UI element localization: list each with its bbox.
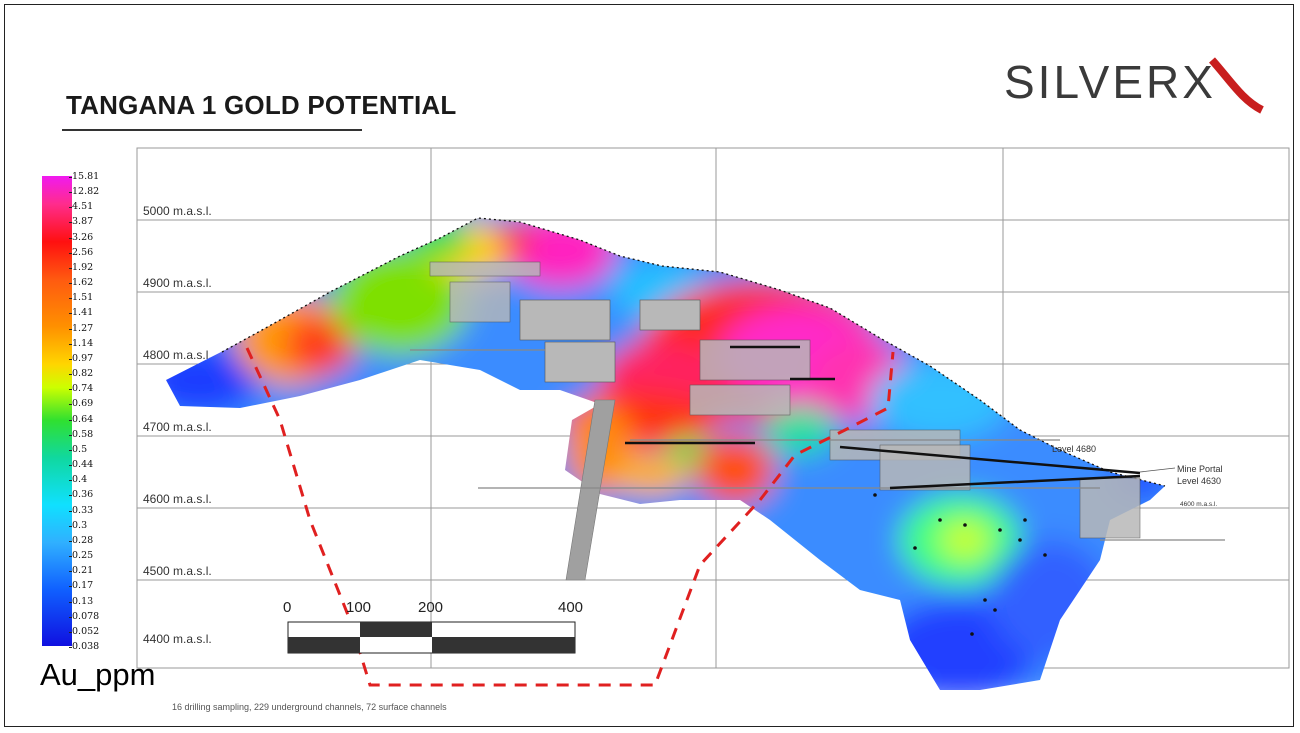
elevation-label: 4700 m.a.s.l. bbox=[143, 420, 212, 434]
logo-text: SILVERX bbox=[1004, 56, 1216, 108]
scale-label: 400 bbox=[558, 599, 583, 616]
colorbar-tick-label: 0.36 bbox=[68, 489, 94, 501]
colorbar-tick-label: 0.5 bbox=[68, 443, 88, 455]
level-drifts bbox=[625, 345, 1141, 490]
colorbar-tick-label: 0.97 bbox=[68, 352, 94, 364]
mine-portal-label: Mine Portal bbox=[1177, 464, 1223, 474]
silverx-logo: SILVERX bbox=[1004, 56, 1264, 114]
colorbar-tick-label: 12.82 bbox=[68, 186, 100, 198]
elevation-label: 4400 m.a.s.l. bbox=[143, 632, 212, 646]
scale-label: 200 bbox=[418, 599, 443, 616]
colorbar-tick-label: 0.44 bbox=[68, 459, 94, 471]
colorbar-tick-label: 1.14 bbox=[68, 337, 94, 349]
colorbar-tick-label: 0.4 bbox=[68, 474, 88, 486]
data-source-footnote: 16 drilling sampling, 229 underground ch… bbox=[172, 702, 447, 712]
title-underline bbox=[62, 129, 362, 131]
colorbar-tick-label: 0.58 bbox=[68, 428, 94, 440]
colorbar-tick-label: 0.25 bbox=[68, 550, 94, 562]
colorbar-tick-label: 15.81 bbox=[68, 171, 100, 182]
colorbar-tick-label: 0.078 bbox=[68, 610, 100, 622]
colorbar-tick-label: 0.038 bbox=[68, 641, 100, 652]
sample-points bbox=[873, 493, 1047, 636]
elevation-label: 4600 m.a.s.l. bbox=[143, 492, 212, 506]
elevation-label: 5000 m.a.s.l. bbox=[143, 204, 212, 218]
colorbar-tick-label: 1.92 bbox=[68, 261, 94, 273]
colorbar-tick-label: 0.74 bbox=[68, 383, 94, 395]
colorbar-tick-label: 0.052 bbox=[68, 625, 100, 637]
colorbar-tick-label: 0.28 bbox=[68, 534, 94, 546]
colorbar-tick-label: 1.27 bbox=[68, 322, 94, 334]
logo-x-stroke-red bbox=[1209, 57, 1264, 114]
elevation-label: 4500 m.a.s.l. bbox=[143, 564, 212, 578]
scale-label: 100 bbox=[346, 599, 371, 616]
colorbar-tick-label: 1.62 bbox=[68, 277, 94, 289]
colorbar-tick-label: 4.51 bbox=[68, 201, 94, 213]
colorbar-tick-label: 0.3 bbox=[68, 519, 88, 531]
legend-unit-label: Au_ppm bbox=[40, 657, 156, 692]
slide-title: TANGANA 1 GOLD POTENTIAL bbox=[66, 90, 457, 120]
colorbar-tick-label: 3.87 bbox=[68, 216, 94, 228]
level-4600-label: 4600 m.a.s.l. bbox=[1180, 501, 1217, 508]
au-ppm-colorbar bbox=[42, 176, 72, 646]
level-4630-label: Level 4630 bbox=[1177, 476, 1221, 486]
elevation-label: 4900 m.a.s.l. bbox=[143, 276, 212, 290]
colorbar-tick-label: 1.41 bbox=[68, 307, 94, 319]
colorbar-tick-label: 0.82 bbox=[68, 368, 94, 380]
colorbar-tick-label: 3.26 bbox=[68, 231, 94, 243]
scale-label: 0 bbox=[283, 599, 291, 616]
colorbar-tick-label: 0.13 bbox=[68, 595, 94, 607]
colorbar-tick-label: 0.69 bbox=[68, 398, 94, 410]
colorbar-tick-label: 2.56 bbox=[68, 246, 94, 258]
level-4680-label: Level 4680 bbox=[1052, 444, 1096, 454]
scale-bar: 0 100 200 400 bbox=[283, 599, 583, 654]
elevation-label: 4800 m.a.s.l. bbox=[143, 348, 212, 362]
colorbar-tick-label: 0.64 bbox=[68, 413, 94, 425]
colorbar-tick-label: 0.21 bbox=[68, 565, 94, 577]
colorbar-tick-label: 0.17 bbox=[68, 580, 94, 592]
topography-line bbox=[221, 217, 1166, 487]
colorbar-tick-label: 0.33 bbox=[68, 504, 94, 516]
slide-frame bbox=[4, 4, 1294, 727]
drifts bbox=[410, 349, 1225, 541]
colorbar-tick-label: 1.51 bbox=[68, 292, 94, 304]
